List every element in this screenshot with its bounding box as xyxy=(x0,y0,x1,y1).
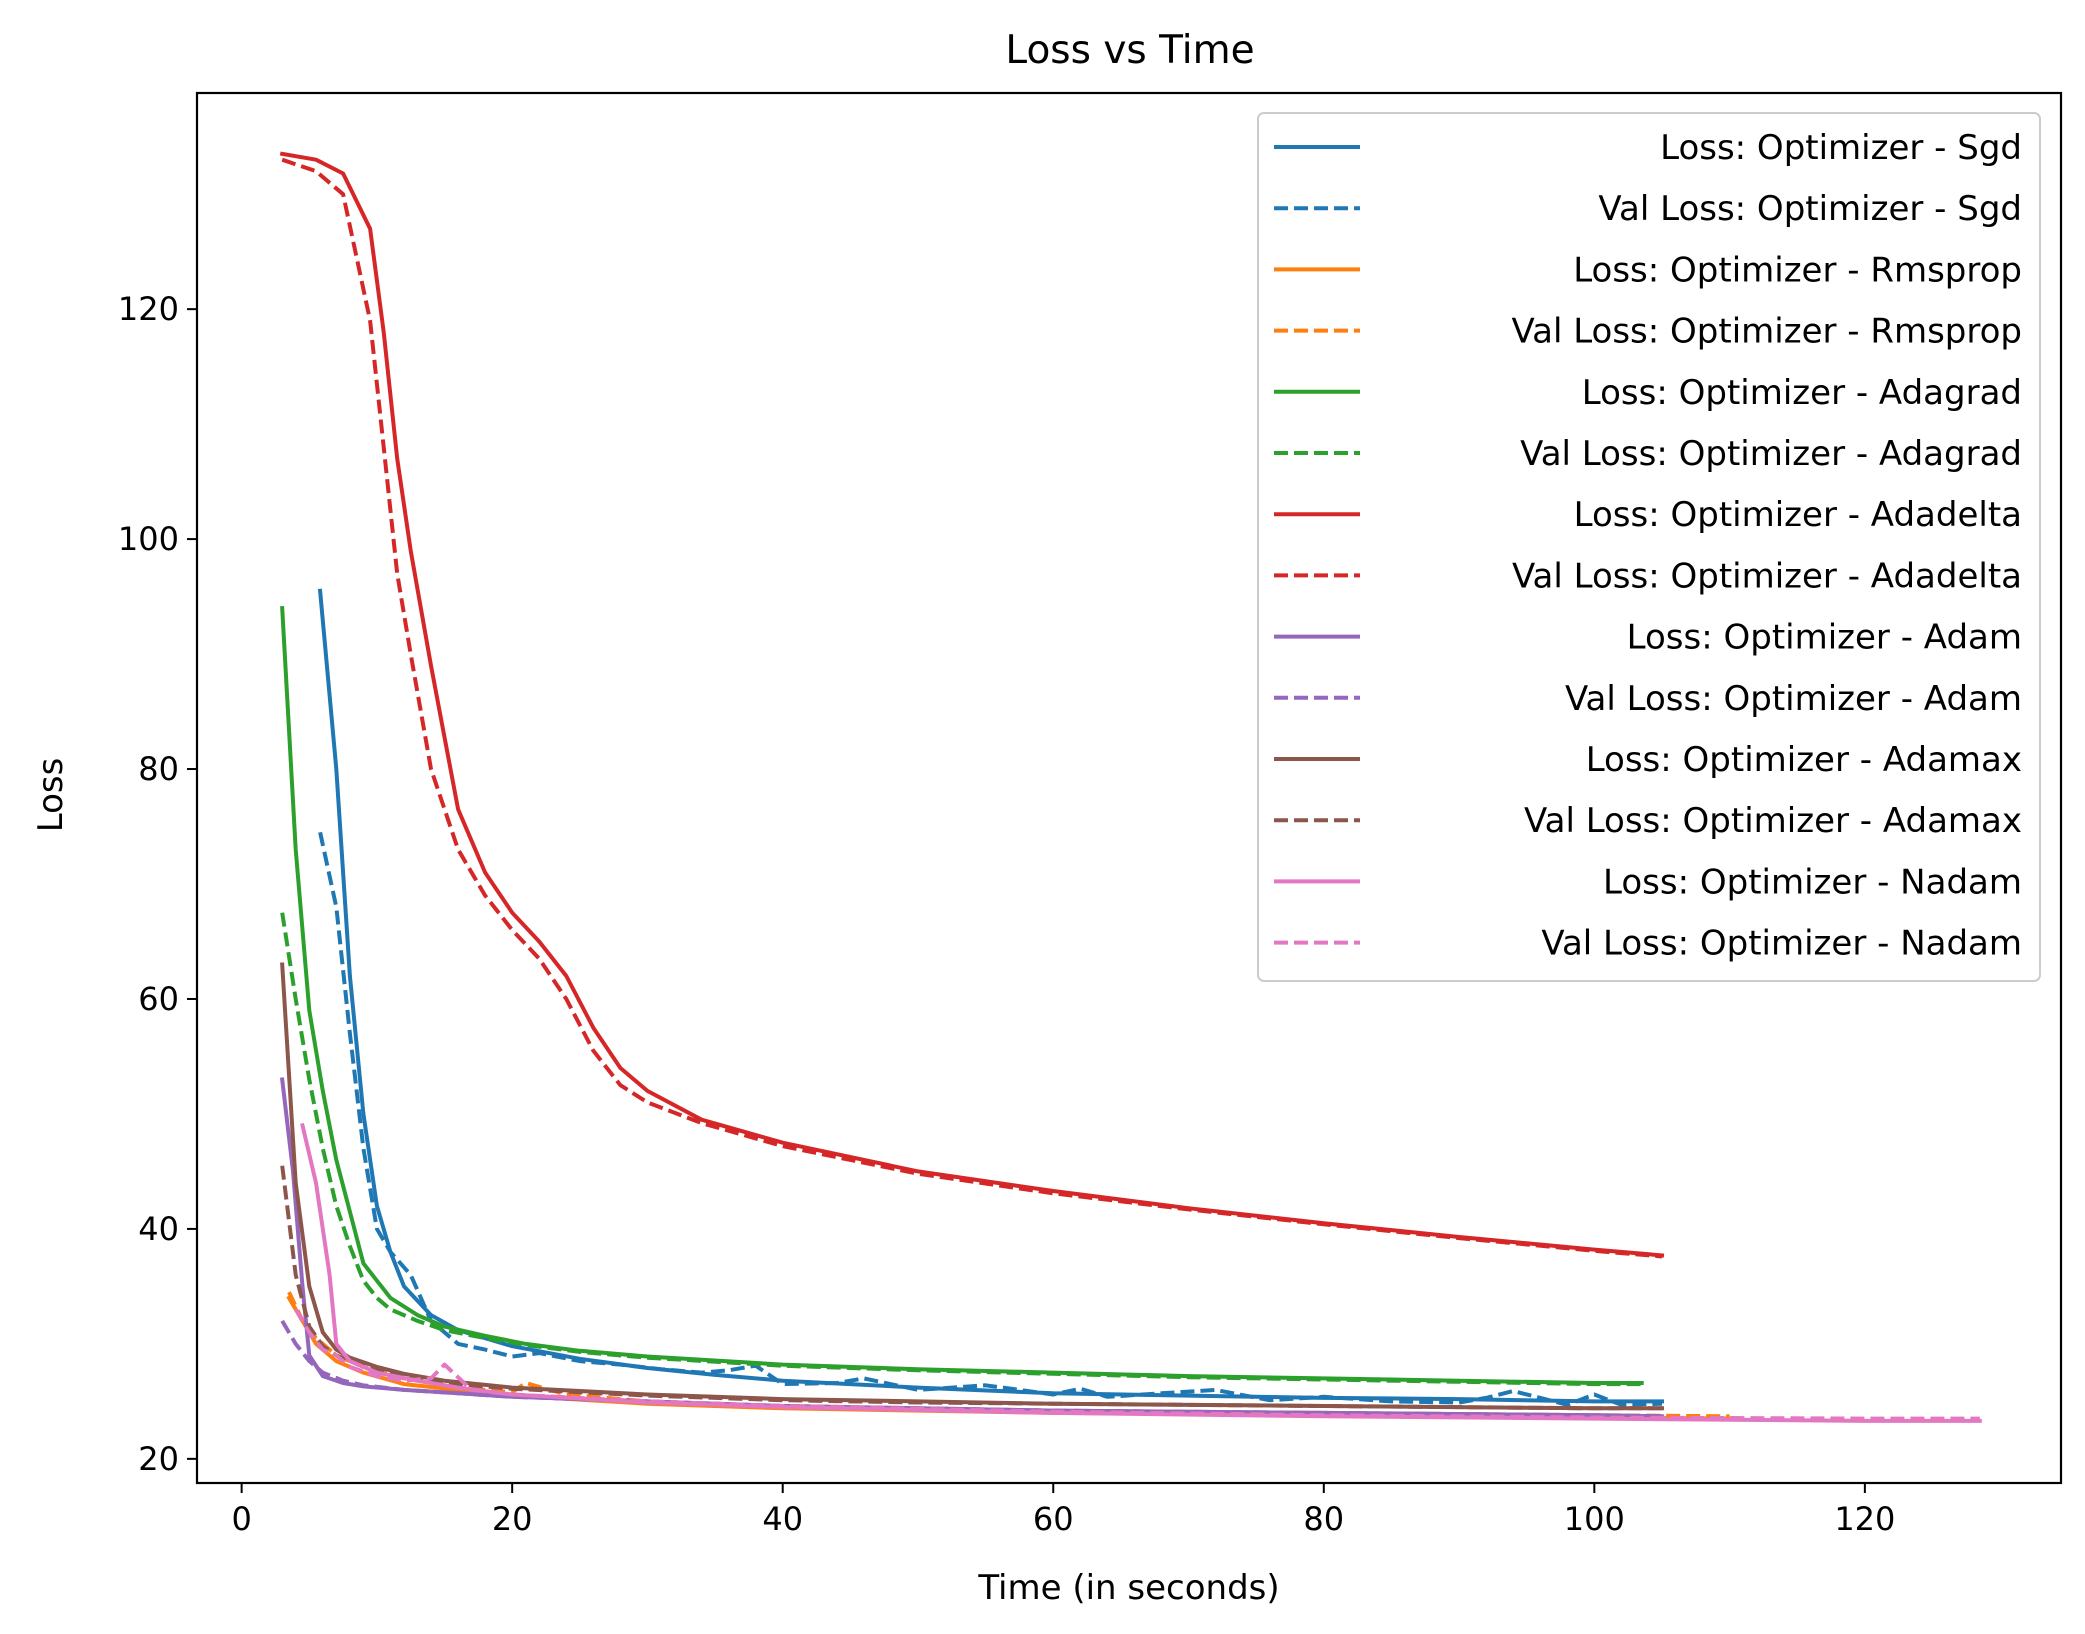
y-tick-label: 60 xyxy=(138,980,179,1018)
legend: Loss: Optimizer - Sgd Val Loss: Optimizer… xyxy=(1257,112,2041,982)
legend-label: Val Loss: Optimizer - Adamax xyxy=(1524,801,2022,841)
x-tick-label: 40 xyxy=(762,1500,803,1538)
legend-label: Loss: Optimizer - Sgd xyxy=(1660,128,2022,168)
x-tick-label: 60 xyxy=(1033,1500,1074,1538)
plot-lines xyxy=(279,151,1982,1423)
series-line-0 xyxy=(317,588,1664,1404)
chart-title: Loss vs Time xyxy=(1005,28,1254,73)
series-line-1 xyxy=(318,831,1663,1407)
legend-label: Loss: Optimizer - Nadam xyxy=(1603,862,2022,902)
y-tick-label: 80 xyxy=(138,750,179,788)
legend-label: Loss: Optimizer - Adadelta xyxy=(1574,495,2022,535)
x-axis-ticks: 0 20 40 60 80 100 120 xyxy=(231,1483,1895,1538)
y-tick-label: 40 xyxy=(138,1210,179,1248)
x-tick-label: 20 xyxy=(492,1500,533,1538)
x-tick-label: 120 xyxy=(1834,1500,1895,1538)
legend-label: Val Loss: Optimizer - Rmsprop xyxy=(1511,312,2022,352)
legend-label: Val Loss: Optimizer - Nadam xyxy=(1541,924,2022,964)
legend-label: Val Loss: Optimizer - Adagrad xyxy=(1520,434,2022,474)
y-axis-ticks: 20 40 60 80 100 120 xyxy=(118,290,197,1478)
legend-label: Loss: Optimizer - Rmsprop xyxy=(1573,250,2022,290)
legend-label: Loss: Optimizer - Adagrad xyxy=(1582,373,2022,413)
series-line-11 xyxy=(280,1165,1662,1411)
legend-label: Loss: Optimizer - Adamax xyxy=(1586,740,2022,780)
x-axis-label: Time (in seconds) xyxy=(977,1568,1279,1608)
x-tick-label: 80 xyxy=(1303,1500,1344,1538)
series-line-8 xyxy=(279,1077,1665,1419)
series-line-9 xyxy=(280,1319,1663,1419)
series-line-13 xyxy=(293,1308,1980,1421)
legend-label: Val Loss: Optimizer - Adadelta xyxy=(1512,556,2022,596)
legend-box xyxy=(1257,112,2041,982)
legend-label: Val Loss: Optimizer - Adam xyxy=(1565,679,2022,719)
legend-label: Loss: Optimizer - Adam xyxy=(1627,618,2022,658)
y-tick-label: 20 xyxy=(138,1440,179,1478)
y-tick-label: 120 xyxy=(118,290,179,328)
series-line-5 xyxy=(280,912,1642,1387)
plot-frame xyxy=(195,91,2063,1485)
x-tick-label: 100 xyxy=(1564,1500,1625,1538)
series-line-7 xyxy=(281,157,1663,1259)
y-tick-label: 100 xyxy=(118,520,179,558)
legend-label: Val Loss: Optimizer - Sgd xyxy=(1598,189,2022,229)
y-axis-label: Loss xyxy=(31,758,71,833)
x-tick-label: 0 xyxy=(231,1500,251,1538)
